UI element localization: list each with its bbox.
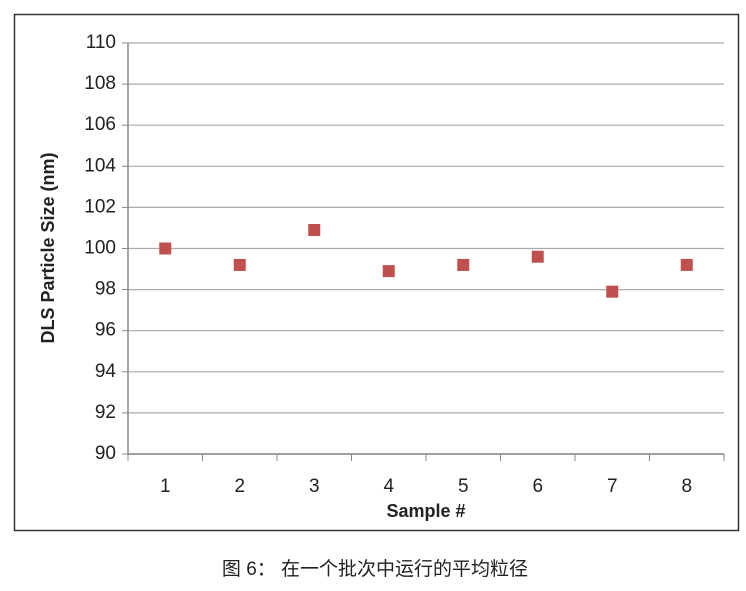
point (606, 285, 619, 298)
point (382, 265, 395, 278)
x-tick-label: 6 (532, 476, 543, 497)
point (457, 258, 470, 271)
y-axis-title: DLS Particle Size (nm) (38, 152, 58, 343)
x-axis-title: Sample # (386, 501, 465, 521)
point (308, 224, 321, 237)
y-tick-label: 100 (84, 238, 116, 259)
x-tick-label: 3 (309, 476, 320, 497)
y-tick-label: 96 (95, 320, 116, 341)
y-tick-label: 94 (95, 361, 117, 382)
point (680, 258, 693, 271)
x-tick-label: 4 (383, 476, 394, 497)
x-tick-label: 7 (607, 476, 618, 497)
caption: 图 6： 在一个批次中运行的平均粒径 (222, 558, 528, 580)
x-tick-label: 1 (160, 476, 171, 497)
x-tick-label: 2 (234, 476, 245, 497)
y-tick-label: 106 (84, 114, 116, 135)
y-tick-label: 102 (84, 196, 116, 217)
x-tick-label: 8 (681, 476, 692, 497)
point (233, 258, 246, 271)
point (531, 250, 544, 263)
y-tick-label: 90 (95, 443, 116, 464)
y-tick-label: 110 (86, 32, 116, 53)
y-tick-label: 108 (84, 73, 116, 94)
y-tick-label: 98 (95, 279, 116, 300)
point (159, 242, 172, 255)
x-tick-label: 5 (458, 476, 469, 497)
y-tick-label: 104 (84, 155, 116, 176)
chart-frame (13, 13, 740, 532)
y-tick-label: 92 (95, 402, 116, 423)
